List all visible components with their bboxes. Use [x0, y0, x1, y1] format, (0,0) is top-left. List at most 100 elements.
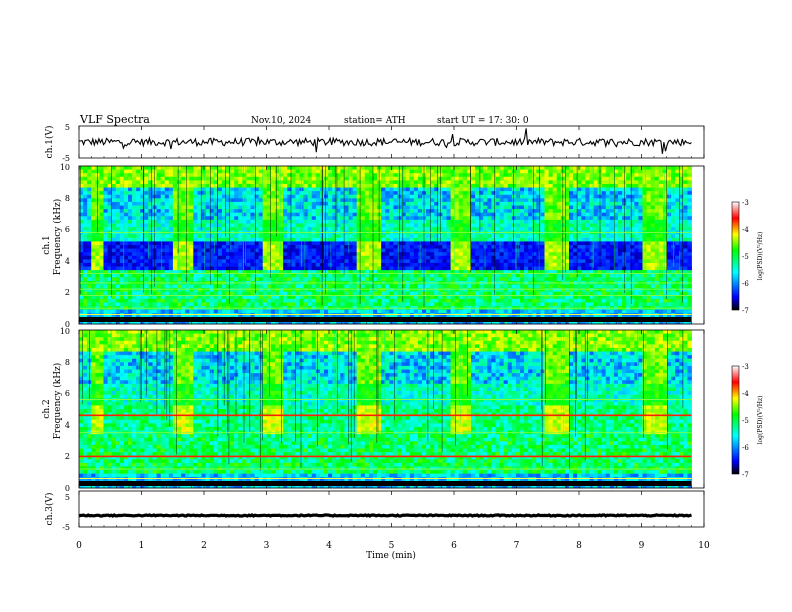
heatmap-cell	[246, 320, 251, 325]
heatmap-cell	[446, 169, 451, 174]
heatmap-cell	[462, 219, 468, 224]
heatmap-cell	[315, 252, 321, 257]
heatmap-cell	[528, 252, 533, 257]
heatmap-cell	[454, 180, 460, 185]
heatmap-cell	[495, 216, 500, 221]
heatmap-cell	[487, 201, 492, 206]
heatmap-cell	[462, 173, 468, 178]
heatmap-cell	[83, 245, 88, 249]
heatmap-cell	[217, 277, 223, 282]
heatmap-cell	[332, 166, 337, 170]
heatmap-cell	[503, 302, 509, 307]
heatmap-cell	[79, 194, 84, 199]
heatmap-cell	[205, 209, 211, 214]
heatmap-cell	[177, 234, 182, 239]
heatmap-cell	[287, 284, 292, 289]
heatmap-cell	[520, 291, 525, 296]
heatmap-cell	[438, 284, 443, 289]
heatmap-cell	[254, 295, 260, 300]
heatmap-cell	[83, 288, 88, 293]
heatmap-cell	[503, 198, 509, 203]
heatmap-cell	[389, 209, 394, 214]
heatmap-cell	[283, 241, 288, 246]
heatmap-cell	[364, 262, 370, 267]
heatmap-cell	[426, 309, 431, 314]
heatmap-cell	[128, 245, 133, 249]
heatmap-cell	[303, 166, 309, 170]
heatmap-cell	[295, 295, 300, 300]
heatmap-cell	[458, 176, 464, 181]
heatmap-cell	[140, 252, 145, 257]
heatmap-cell	[148, 259, 153, 264]
heatmap-cell	[462, 205, 468, 210]
heatmap-cell	[283, 166, 288, 170]
heatmap-cell	[393, 209, 398, 214]
heatmap-cell	[507, 166, 513, 170]
heatmap-cell	[340, 223, 345, 228]
heatmap-cell	[242, 288, 247, 293]
heatmap-cell	[462, 270, 468, 275]
heatmap-cell	[536, 259, 541, 264]
heatmap-cell	[332, 262, 337, 267]
heatmap-cell	[99, 223, 104, 228]
heatmap-cell	[356, 187, 362, 192]
heatmap-cell	[491, 219, 496, 224]
heatmap-cell	[140, 183, 145, 188]
heatmap-cell	[209, 205, 215, 210]
heatmap-cell	[262, 234, 268, 239]
heatmap-cell	[389, 245, 394, 249]
heatmap-cell	[507, 245, 513, 249]
heatmap-cell	[193, 270, 198, 275]
heatmap-cell	[95, 252, 100, 257]
heatmap-cell	[99, 219, 104, 224]
heatmap-cell	[442, 291, 447, 296]
heatmap-cell	[287, 191, 292, 196]
heatmap-cell	[164, 295, 170, 300]
heatmap-cell	[95, 259, 100, 264]
heatmap-cell	[79, 187, 84, 192]
heatmap-cell	[107, 219, 113, 224]
heatmap-cell	[160, 219, 166, 224]
heatmap-cell	[99, 302, 104, 307]
heatmap-cell	[242, 320, 247, 325]
heatmap-cell	[287, 237, 292, 242]
heatmap-cell	[119, 209, 125, 214]
heatmap-cell	[160, 262, 166, 267]
heatmap-cell	[446, 209, 451, 214]
heatmap-cell	[397, 241, 402, 246]
heatmap-cell	[356, 248, 362, 253]
heatmap-cell	[209, 266, 215, 271]
heatmap-cell	[434, 320, 439, 325]
heatmap-cell	[209, 320, 215, 325]
heatmap-cell	[234, 166, 239, 170]
heatmap-cell	[462, 223, 468, 228]
heatmap-cell	[181, 266, 186, 271]
heatmap-cell	[405, 234, 411, 239]
heatmap-cell	[230, 295, 235, 300]
heatmap-cell	[458, 320, 464, 325]
heatmap-cell	[442, 309, 447, 314]
heatmap-cell	[87, 166, 92, 170]
heatmap-cell	[393, 255, 398, 260]
heatmap-cell	[524, 320, 529, 325]
heatmap-cell	[520, 277, 525, 282]
heatmap-cell	[307, 252, 313, 257]
heatmap-cell	[413, 198, 419, 203]
heatmap-cell	[128, 198, 133, 203]
heatmap-cell	[389, 255, 394, 260]
heatmap-cell	[107, 169, 113, 174]
heatmap-cell	[454, 298, 460, 303]
heatmap-cell	[275, 166, 280, 170]
heatmap-cell	[123, 205, 129, 210]
heatmap-cell	[303, 198, 309, 203]
heatmap-cell	[348, 169, 353, 174]
heatmap-cell	[172, 277, 178, 282]
heatmap-cell	[458, 309, 464, 314]
heatmap-cell	[319, 309, 325, 314]
heatmap-cell	[83, 194, 88, 199]
heatmap-cell	[279, 223, 284, 228]
heatmap-cell	[230, 298, 235, 303]
heatmap-cell	[336, 288, 341, 293]
heatmap-cell	[307, 291, 313, 296]
heatmap-cell	[373, 270, 378, 275]
